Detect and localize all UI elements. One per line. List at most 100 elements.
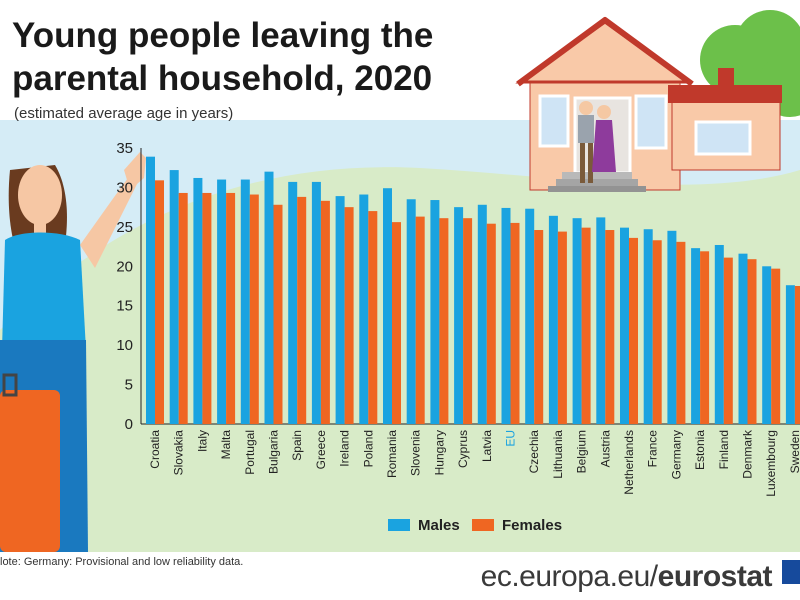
y-axis-ticks: 0 5 10 15 20 25 30 35 [116, 140, 133, 433]
bar-males-belgium [572, 218, 582, 424]
bar-females-ireland [344, 207, 354, 424]
x-tick-label-germany: Germany [669, 430, 683, 479]
bar-females-poland [368, 211, 378, 424]
bar-males-denmark [738, 253, 748, 424]
bar-females-estonia [700, 251, 710, 424]
x-tick-label-bulgaria: Bulgaria [267, 430, 281, 474]
source-domain: ec.europa.eu/ [480, 560, 658, 593]
footnote: lote: Germany: Provisional and low relia… [0, 556, 244, 568]
bar-males-greece [311, 181, 321, 424]
legend-swatch-females [472, 519, 494, 531]
source-link[interactable]: ec.europa.eu/eurostat [480, 560, 773, 594]
x-tick-label-slovakia: Slovakia [172, 430, 186, 476]
x-tick-label-belgium: Belgium [575, 430, 589, 473]
bar-females-slovenia [415, 216, 425, 424]
y-tick-label: 0 [125, 416, 133, 433]
suitcase-icon [0, 390, 60, 552]
bar-females-bulgaria [273, 204, 283, 424]
x-tick-label-hungary: Hungary [432, 430, 446, 475]
x-tick-label-greece: Greece [314, 430, 328, 470]
bar-females-germany [676, 241, 686, 424]
legend-swatch-males [388, 519, 410, 531]
x-tick-label-romania: Romania [385, 430, 399, 478]
y-tick-label: 35 [116, 140, 133, 157]
chart-title: Young people leaving the parental househ… [12, 14, 532, 100]
bar-males-romania [383, 188, 392, 424]
bar-females-eu [510, 222, 520, 424]
bar-males-luxembourg [762, 266, 772, 424]
source-brand: eurostat [657, 560, 773, 593]
x-tick-label-slovenia: Slovenia [409, 430, 423, 476]
bar-females-netherlands [629, 237, 638, 424]
bar-females-belgium [581, 227, 591, 424]
bar-males-portugal [240, 179, 250, 424]
bar-females-slovakia [178, 192, 188, 424]
y-tick-label: 10 [116, 337, 133, 354]
bar-males-latvia [477, 204, 487, 424]
bar-males-finland [714, 244, 724, 424]
bar-males-bulgaria [264, 171, 274, 424]
x-tick-label-italy: Italy [195, 430, 209, 452]
bar-males-slovakia [169, 170, 179, 424]
chart-subtitle: (estimated average age in years) [14, 105, 234, 122]
bar-females-denmark [747, 259, 757, 424]
bar-females-latvia [486, 223, 496, 424]
bar-females-austria [605, 230, 615, 424]
bar-females-lithuania [557, 231, 567, 424]
bar-males-france [643, 229, 653, 424]
bar-chart: 0 5 10 15 20 25 30 35 Croatia Slovakia Italy Malta… [116, 140, 800, 497]
title-line-2: parental household, 2020 [12, 59, 433, 98]
bar-males-spain [288, 181, 298, 424]
bar-females-czechia [534, 230, 544, 424]
x-tick-label-eu: EU [504, 430, 518, 447]
bar-females-italy [202, 192, 212, 424]
eu-flag-icon [782, 560, 800, 584]
bar-females-finland [723, 257, 733, 424]
x-tick-label-lithuania: Lithuania [551, 430, 565, 479]
x-tick-label-spain: Spain [290, 430, 304, 461]
x-tick-label-denmark: Denmark [741, 429, 755, 479]
x-tick-label-latvia: Latvia [480, 430, 494, 462]
bar-females-portugal [249, 194, 259, 424]
x-tick-label-netherlands: Netherlands [622, 430, 636, 495]
bar-females-france [652, 240, 662, 424]
y-tick-label: 25 [116, 219, 133, 236]
bar-males-italy [193, 177, 203, 424]
x-tick-label-malta: Malta [219, 430, 233, 460]
bar-males-lithuania [548, 215, 558, 424]
x-tick-label-finland: Finland [717, 430, 731, 469]
bar-males-poland [359, 194, 369, 424]
x-tick-label-france: France [646, 430, 660, 468]
y-tick-label: 30 [116, 179, 133, 196]
bar-males-croatia [146, 156, 155, 424]
bar-males-ireland [335, 196, 345, 424]
bar-females-romania [392, 222, 401, 424]
x-axis-labels: Croatia Slovakia Italy Malta Portugal Bulgari… [148, 429, 800, 497]
x-tick-label-czechia: Czechia [527, 430, 541, 474]
bar-males-sweden [785, 285, 795, 424]
bar-females-spain [297, 196, 307, 424]
legend-label-males: Males [418, 517, 460, 534]
y-tick-label: 5 [125, 377, 133, 394]
x-tick-label-estonia: Estonia [693, 430, 707, 470]
bar-males-malta [217, 179, 227, 424]
x-tick-label-croatia: Croatia [148, 430, 162, 469]
bar-males-slovenia [406, 199, 416, 424]
bar-females-hungary [439, 218, 449, 424]
x-tick-label-ireland: Ireland [338, 430, 352, 467]
bar-males-netherlands [620, 227, 629, 424]
bar-males-czechia [525, 208, 535, 424]
title-line-1: Young people leaving the [12, 16, 434, 55]
bar-females-cyprus [463, 218, 473, 424]
bar-females-malta [226, 192, 236, 424]
bar-females-croatia [155, 180, 164, 424]
bar-males-cyprus [454, 207, 464, 424]
x-tick-label-poland: Poland [361, 430, 375, 467]
bars-group [146, 156, 800, 424]
bar-males-austria [596, 217, 606, 424]
bar-females-luxembourg [771, 268, 781, 424]
bar-males-germany [667, 230, 677, 424]
woman-illustration [0, 152, 146, 552]
